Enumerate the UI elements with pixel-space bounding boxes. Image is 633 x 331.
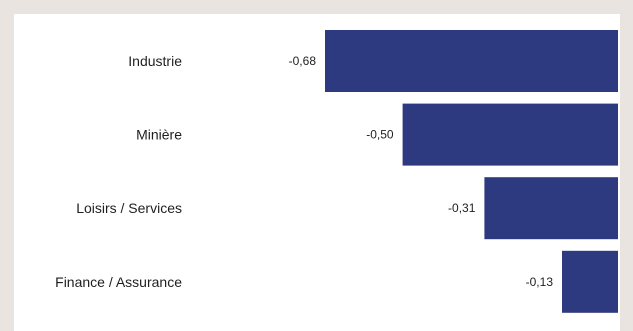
bar-chart: Industrie -0,68 Minière -0,50 Loisirs / Serv… [55, 30, 618, 313]
chart-frame: Industrie -0,68 Minière -0,50 Loisirs / Serv… [14, 14, 620, 331]
category-label: Loisirs / Services [76, 200, 182, 216]
bar-mini-re [402, 103, 618, 166]
value-label: -0,13 [526, 275, 554, 289]
bar-loisirs-services [484, 177, 618, 240]
value-label: -0,68 [289, 54, 317, 68]
category-label: Finance / Assurance [55, 274, 182, 290]
value-label: -0,31 [448, 201, 476, 215]
bar-finance-assurance [562, 250, 618, 313]
value-label: -0,50 [366, 128, 394, 142]
category-label: Industrie [128, 53, 182, 69]
bar-industrie [325, 30, 618, 92]
category-label: Minière [136, 127, 182, 143]
